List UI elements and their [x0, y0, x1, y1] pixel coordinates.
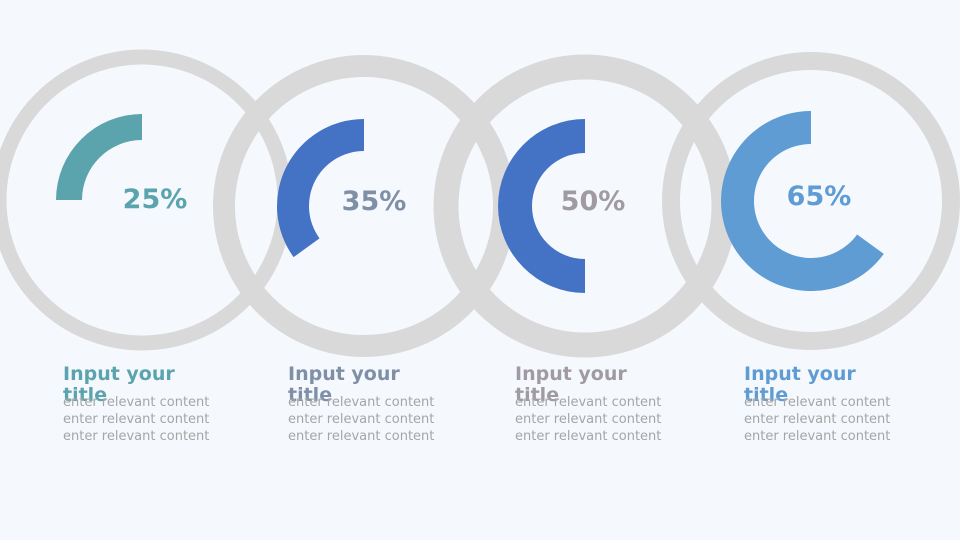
donut-value-arc [721, 111, 884, 291]
donut-track [662, 52, 960, 350]
content-line: enter relevant content [744, 395, 891, 410]
donut-percent-label: 50% [561, 186, 626, 217]
donut-percent-label: 35% [342, 186, 407, 217]
column-body: enter relevant content enter relevant co… [744, 396, 890, 447]
column-title: Input your title [515, 363, 627, 406]
donut-percent-label: 25% [123, 184, 188, 215]
donut-chart-2: 35% [213, 55, 515, 357]
content-line: enter relevant content [288, 429, 435, 444]
column-2: Input your title enter relevant content … [288, 363, 468, 444]
column-title: Input your title [744, 363, 856, 406]
content-line: enter relevant content [744, 429, 891, 444]
column-title: Input your title [288, 363, 400, 406]
column-body: enter relevant content enter relevant co… [63, 396, 209, 447]
donut-chart-4: 65% [662, 52, 960, 350]
column-4: Input your title enter relevant content … [744, 363, 924, 444]
content-line: enter relevant content [288, 412, 435, 427]
column-3: Input your title enter relevant content … [515, 363, 695, 444]
content-line: enter relevant content [288, 395, 435, 410]
column-1: Input your title enter relevant content … [63, 363, 243, 444]
content-line: enter relevant content [515, 412, 662, 427]
donut-value-arc [276, 119, 364, 258]
column-body: enter relevant content enter relevant co… [288, 396, 434, 447]
donut-chart-3: 50% [433, 54, 737, 358]
donut-chart-1: 25% [0, 49, 293, 351]
column-title: Input your title [63, 363, 175, 406]
content-line: enter relevant content [515, 395, 662, 410]
content-line: enter relevant content [515, 429, 662, 444]
content-line: enter relevant content [63, 395, 210, 410]
content-line: enter relevant content [63, 412, 210, 427]
content-line: enter relevant content [744, 412, 891, 427]
donut-value-arc [498, 119, 585, 293]
donut-percent-label: 65% [787, 181, 852, 212]
column-body: enter relevant content enter relevant co… [515, 396, 661, 447]
content-line: enter relevant content [63, 429, 210, 444]
donut-value-arc [56, 114, 142, 200]
